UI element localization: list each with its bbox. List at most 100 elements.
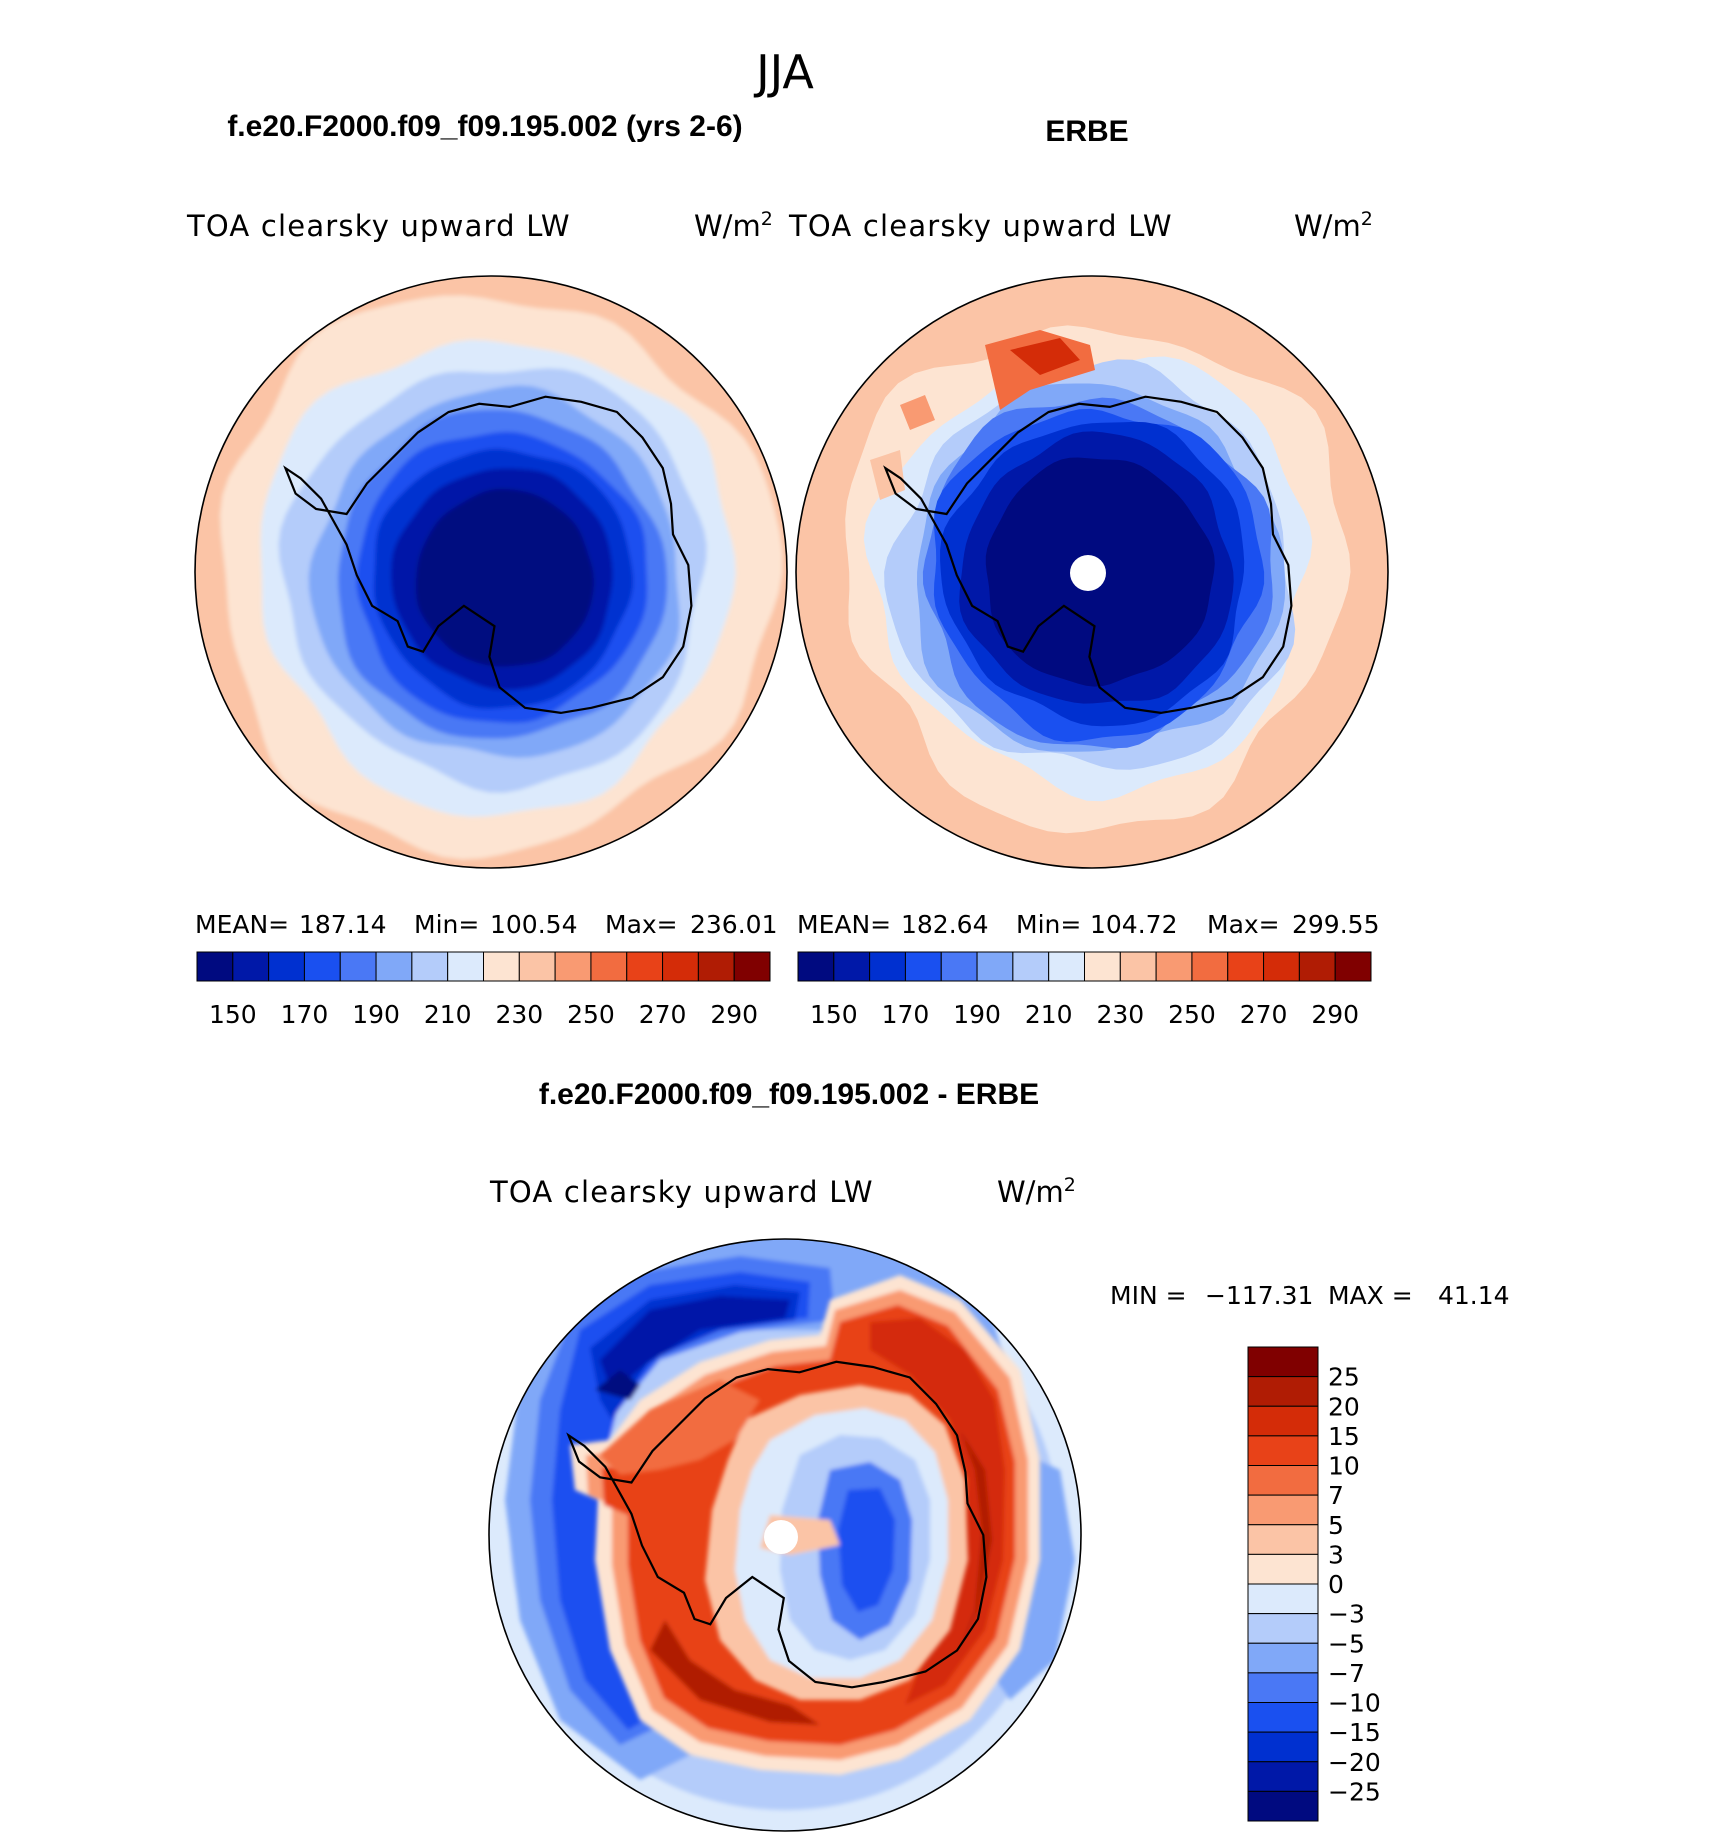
colorbar-swatch (1048, 951, 1085, 982)
colorbar-tick-label: 0 (1328, 1570, 1344, 1599)
colorbar-swatch (904, 951, 942, 982)
colorbar-swatch (1227, 951, 1265, 982)
diff-interior-minus15 (838, 1488, 895, 1612)
season-title: JJA (753, 45, 814, 99)
colorbar-tick-label: 210 (1025, 1000, 1073, 1029)
model-min-value: 100.54 (490, 910, 577, 939)
map-model (195, 276, 787, 868)
colorbar-swatch (447, 951, 484, 982)
colorbar-swatch (554, 951, 592, 982)
diff-max-value: 41.14 (1438, 1281, 1510, 1310)
colorbar-swatch (1247, 1494, 1319, 1526)
colorbar-tick-label: 7 (1328, 1481, 1344, 1510)
model-min-label: Min= (414, 910, 479, 939)
panel-right-field-label: TOA clearsky upward LW (788, 209, 1173, 243)
panel-right-title: ERBE (1045, 115, 1128, 148)
erbe-max-label: Max= (1207, 910, 1280, 939)
colorbar-swatch (626, 951, 664, 982)
panel-left-title: f.e20.F2000.f09_f09.195.002 (yrs 2-6) (227, 110, 742, 143)
diff-weddell-max-negative (600, 1296, 790, 1392)
colorbar-tick-label: 150 (810, 1000, 858, 1029)
colorbar-swatch (697, 951, 735, 982)
model-map-boundary (194, 275, 788, 869)
units-text: W/m (1294, 209, 1361, 243)
colorbar-swatch (1247, 1790, 1319, 1822)
colorbar-swatch (375, 951, 413, 982)
colorbar-swatch (1247, 1435, 1319, 1466)
diff-antarctic-peninsula-region (600, 1380, 760, 1475)
colorbar-tick-label: 230 (1096, 1000, 1144, 1029)
units-superscript: 2 (1064, 1174, 1076, 1196)
erbe-min-label: Min= (1016, 910, 1081, 939)
colorbar-swatch (662, 951, 699, 982)
units-text: W/m (694, 209, 761, 243)
erbe-contour-fill (796, 276, 1388, 868)
diff-weddell-min (595, 1370, 640, 1400)
colorbar-tick-label: 170 (882, 1000, 930, 1029)
map-erbe (796, 276, 1388, 868)
erbe-mean-value: 182.64 (901, 910, 988, 939)
colorbar-tick-label: 290 (1311, 1000, 1359, 1029)
colorbar-swatch (976, 951, 1014, 982)
colorbar-tick-label: 5 (1328, 1511, 1344, 1540)
colorbar-tick-label: −10 (1328, 1689, 1381, 1718)
colorbar-tick-label: 170 (281, 1000, 329, 1029)
colorbar-tick-label: −25 (1328, 1777, 1381, 1806)
colorbar-tick-label: 25 (1328, 1363, 1360, 1392)
colorbar-swatch (590, 951, 628, 982)
panel-left-field-label: TOA clearsky upward LW (186, 209, 571, 243)
colorbar-tick-label: −20 (1328, 1748, 1381, 1777)
colorbar-swatch (1247, 1376, 1319, 1407)
colorbar-swatch (1247, 1405, 1319, 1437)
diff-ring-plus25-west (650, 1620, 820, 1725)
map-difference (489, 1239, 1081, 1831)
colorbar-swatch (1247, 1465, 1319, 1496)
diff-units: W/m2 (997, 1174, 1076, 1209)
diff-interior (600, 1380, 968, 1700)
colorbar-swatch (232, 951, 270, 982)
colorbar-swatch (1155, 951, 1193, 982)
colorbar-swatch (1334, 951, 1372, 982)
colorbar-tick-label: 15 (1328, 1422, 1360, 1451)
colorbar-tick-label: 290 (710, 1000, 758, 1029)
units-text: W/m (997, 1175, 1064, 1209)
erbe-map-boundary (795, 275, 1389, 869)
colorbar-swatch (1084, 951, 1121, 982)
model-antarctica-coastline (283, 395, 693, 715)
diff-ring-plus20 (870, 1318, 1005, 1705)
colorbar-tick-label: 270 (1240, 1000, 1288, 1029)
colorbar-tick-label: −15 (1328, 1718, 1381, 1747)
erbe-colorbar: 150 170 190 210 230 250 270 290 (797, 951, 1372, 1029)
colorbar-swatch (1247, 1524, 1319, 1555)
diff-min-label: MIN = (1110, 1281, 1187, 1310)
colorbar-swatch (1247, 1672, 1319, 1703)
model-stats: MEAN= 187.14 Min= 100.54 Max= 236.01 (195, 910, 777, 939)
contour-band (1010, 338, 1080, 375)
colorbar-swatch (518, 951, 556, 982)
colorbar-tick-label: 3 (1328, 1540, 1344, 1569)
colorbar-swatch (733, 951, 771, 982)
erbe-stats: MEAN= 182.64 Min= 104.72 Max= 299.55 (797, 910, 1379, 939)
diff-max-label: MAX = (1328, 1281, 1413, 1310)
colorbar-tick-label: 10 (1328, 1452, 1360, 1481)
diff-map-boundary (488, 1238, 1082, 1832)
model-mean-value: 187.14 (299, 910, 386, 939)
panel-left-units: W/m2 (694, 208, 773, 243)
colorbar-tick-label: −3 (1328, 1600, 1365, 1629)
colorbar-tick-label: −5 (1328, 1629, 1365, 1658)
contour-band (900, 395, 935, 430)
colorbar-swatch (1247, 1553, 1319, 1585)
model-max-label: Max= (605, 910, 678, 939)
diff-antarctica-coastline (566, 1360, 988, 1689)
colorbar-swatch (1012, 951, 1050, 982)
colorbar-swatch (797, 951, 835, 982)
colorbar-swatch (1247, 1642, 1319, 1674)
colorbar-tick-label: 20 (1328, 1392, 1360, 1421)
colorbar-swatch (1191, 951, 1229, 982)
diff-title: f.e20.F2000.f09_f09.195.002 - ERBE (539, 1078, 1039, 1111)
colorbar-tick-label: 230 (495, 1000, 543, 1029)
colorbar-tick-label: 210 (424, 1000, 472, 1029)
colorbar-swatch (1247, 1583, 1319, 1615)
colorbar-swatch (483, 951, 520, 982)
colorbar-swatch (411, 951, 449, 982)
